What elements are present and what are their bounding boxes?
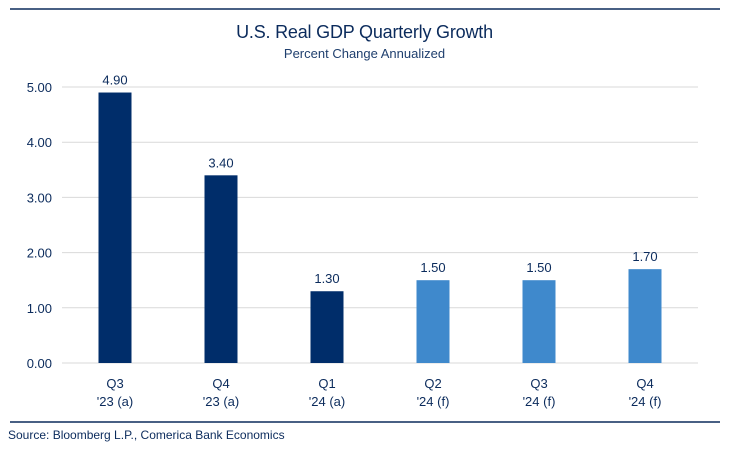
y-tick-label: 3.00 — [27, 190, 52, 205]
x-tick-label-year: '23 (a) — [203, 394, 239, 409]
bar — [522, 280, 556, 363]
data-label: 1.50 — [420, 260, 445, 275]
x-tick-label-quarter: Q3 — [530, 376, 547, 391]
y-axis: 0.00 1.00 2.00 3.00 4.00 5.00 — [27, 80, 52, 371]
bars — [98, 92, 662, 364]
y-tick-label: 5.00 — [27, 80, 52, 95]
data-labels: 4.90 3.40 1.30 1.50 1.50 1.70 — [102, 73, 657, 287]
x-tick-label-quarter: Q3 — [106, 376, 123, 391]
data-label: 1.50 — [526, 260, 551, 275]
chart-subtitle: Percent Change Annualized — [283, 46, 446, 61]
data-label: 3.40 — [208, 155, 233, 170]
bar — [416, 280, 450, 363]
bar — [204, 175, 238, 363]
bar — [628, 269, 662, 363]
x-tick-label-quarter: Q2 — [424, 376, 441, 391]
x-tick-label-year: '23 (a) — [97, 394, 133, 409]
x-tick-label-year: '24 (f) — [417, 394, 450, 409]
x-tick-label-year: '24 (a) — [309, 394, 345, 409]
y-tick-label: 4.00 — [27, 135, 52, 150]
bar — [98, 92, 132, 364]
x-tick-label-year: '24 (f) — [629, 394, 662, 409]
gridlines — [62, 86, 698, 364]
chart-title: U.S. Real GDP Quarterly Growth — [236, 22, 493, 42]
x-tick-label-quarter: Q1 — [318, 376, 335, 391]
data-label: 1.70 — [632, 249, 657, 264]
x-tick-label-quarter: Q4 — [636, 376, 653, 391]
bar — [310, 291, 344, 363]
x-tick-label-quarter: Q4 — [212, 376, 229, 391]
y-tick-label: 2.00 — [27, 246, 52, 261]
y-tick-label: 0.00 — [27, 356, 52, 371]
data-label: 1.30 — [314, 271, 339, 286]
y-tick-label: 1.00 — [27, 301, 52, 316]
data-label: 4.90 — [102, 73, 127, 88]
source-note: Source: Bloomberg L.P., Comerica Bank Ec… — [8, 428, 285, 442]
x-tick-label-year: '24 (f) — [523, 394, 556, 409]
x-axis: Q3 '23 (a) Q4 '23 (a) Q1 '24 (a) Q2 '24 (f) Q3 '2… — [97, 376, 662, 409]
